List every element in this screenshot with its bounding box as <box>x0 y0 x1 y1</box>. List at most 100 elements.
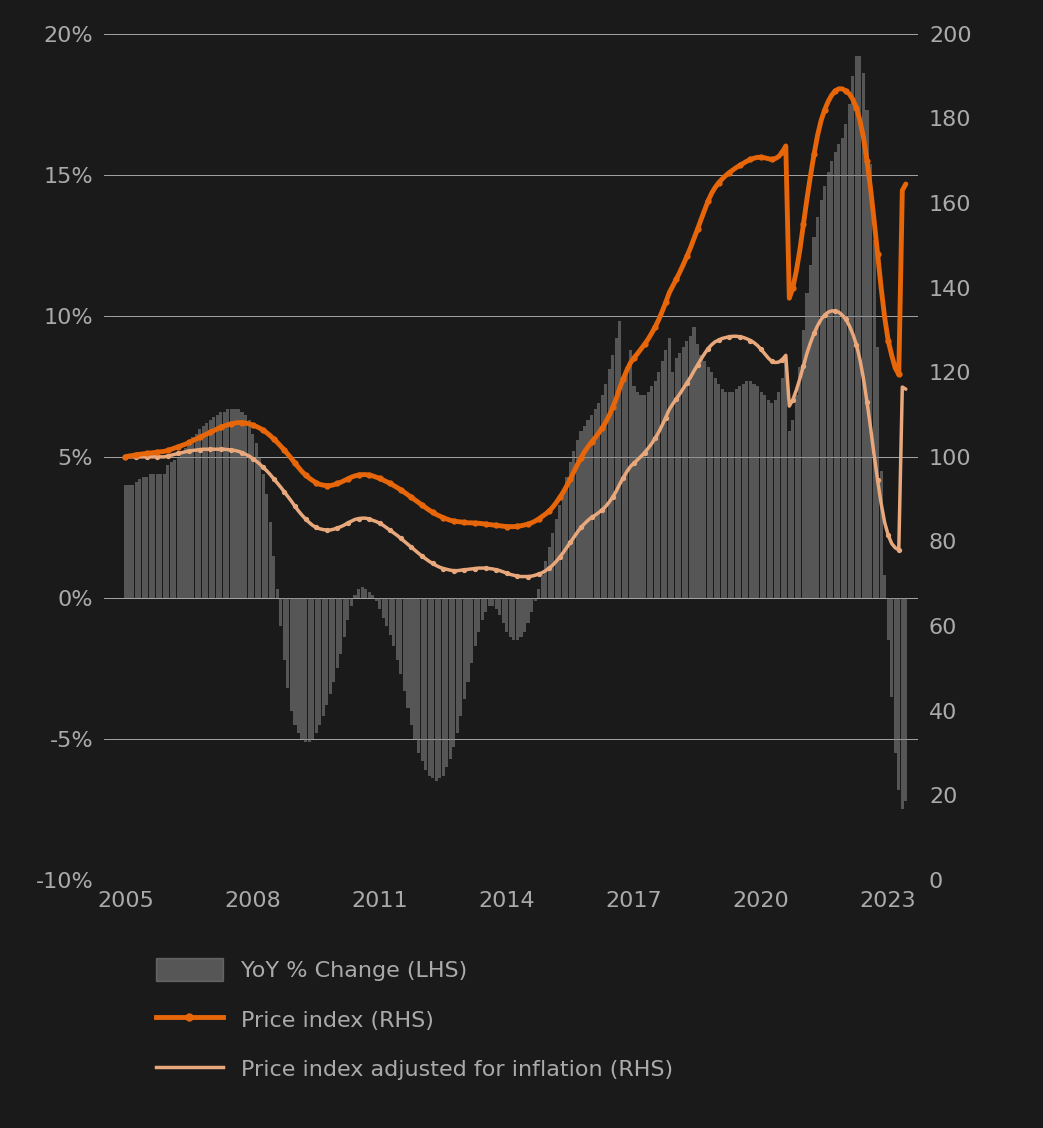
Bar <box>367 592 370 598</box>
Bar <box>678 352 681 598</box>
Bar <box>470 598 474 663</box>
Bar <box>251 434 254 598</box>
Bar <box>590 414 593 598</box>
Bar <box>848 105 851 598</box>
Bar <box>540 575 543 598</box>
Bar <box>820 201 823 598</box>
Bar <box>562 491 565 598</box>
Bar <box>618 321 622 598</box>
Bar <box>131 485 135 598</box>
Bar <box>325 598 329 705</box>
Bar <box>608 370 611 598</box>
Bar <box>827 171 829 598</box>
Bar <box>548 547 551 598</box>
Bar <box>442 598 444 776</box>
Bar <box>343 598 346 637</box>
Bar <box>802 331 805 598</box>
Bar <box>614 338 617 598</box>
Bar <box>354 596 357 598</box>
Bar <box>254 443 258 598</box>
Bar <box>823 186 826 598</box>
Bar <box>481 598 484 620</box>
Bar <box>626 367 629 598</box>
Bar <box>710 372 713 598</box>
Bar <box>756 386 759 598</box>
Bar <box>184 448 187 598</box>
Bar <box>642 395 646 598</box>
Bar <box>173 460 176 598</box>
Bar <box>777 393 780 598</box>
Bar <box>749 381 752 598</box>
Bar <box>265 494 268 598</box>
Bar <box>379 598 382 609</box>
Bar <box>703 361 706 598</box>
Bar <box>448 598 452 759</box>
Bar <box>792 421 795 598</box>
Bar <box>519 598 523 637</box>
Bar <box>435 598 438 782</box>
Bar <box>170 462 173 598</box>
Bar <box>241 412 244 598</box>
Bar <box>188 443 191 598</box>
Bar <box>565 477 568 598</box>
Bar <box>573 451 576 598</box>
Bar <box>149 474 151 598</box>
Bar <box>664 350 668 598</box>
Bar <box>364 589 367 598</box>
Bar <box>223 412 226 598</box>
Bar <box>632 386 635 598</box>
Bar <box>371 596 374 598</box>
Bar <box>724 393 727 598</box>
Bar <box>742 384 745 598</box>
Bar <box>894 598 897 754</box>
Bar <box>280 598 283 626</box>
Bar <box>502 598 505 623</box>
Bar <box>876 347 879 598</box>
Bar <box>752 384 755 598</box>
Bar <box>229 409 233 598</box>
Bar <box>746 381 749 598</box>
Bar <box>537 589 540 598</box>
Bar <box>155 474 159 598</box>
Bar <box>759 393 762 598</box>
Bar <box>209 421 212 598</box>
Bar <box>269 521 272 598</box>
Bar <box>142 477 145 598</box>
Bar <box>696 344 699 598</box>
Bar <box>738 386 742 598</box>
Bar <box>195 434 198 598</box>
Bar <box>389 598 392 634</box>
Bar <box>685 341 688 598</box>
Bar <box>290 598 293 711</box>
Bar <box>205 423 209 598</box>
Bar <box>293 598 296 725</box>
Bar <box>583 426 586 598</box>
Bar <box>308 598 311 742</box>
Bar <box>357 589 360 598</box>
Bar <box>841 139 844 598</box>
Bar <box>657 372 660 598</box>
Bar <box>180 453 184 598</box>
Bar <box>300 598 304 739</box>
Bar <box>904 598 907 801</box>
Bar <box>568 462 572 598</box>
Bar <box>272 556 275 598</box>
Bar <box>145 477 148 598</box>
Bar <box>152 474 155 598</box>
Bar <box>516 598 519 641</box>
Bar <box>693 327 696 598</box>
Bar <box>798 367 801 598</box>
Bar <box>890 598 893 697</box>
Bar <box>593 409 597 598</box>
Bar <box>459 598 462 716</box>
Bar <box>431 598 434 778</box>
Bar <box>866 111 869 598</box>
Bar <box>219 412 222 598</box>
Bar <box>258 457 261 598</box>
Bar <box>311 598 314 739</box>
Bar <box>329 598 332 694</box>
Bar <box>763 395 767 598</box>
Bar <box>879 472 882 598</box>
Bar <box>399 598 403 675</box>
Bar <box>682 347 685 598</box>
